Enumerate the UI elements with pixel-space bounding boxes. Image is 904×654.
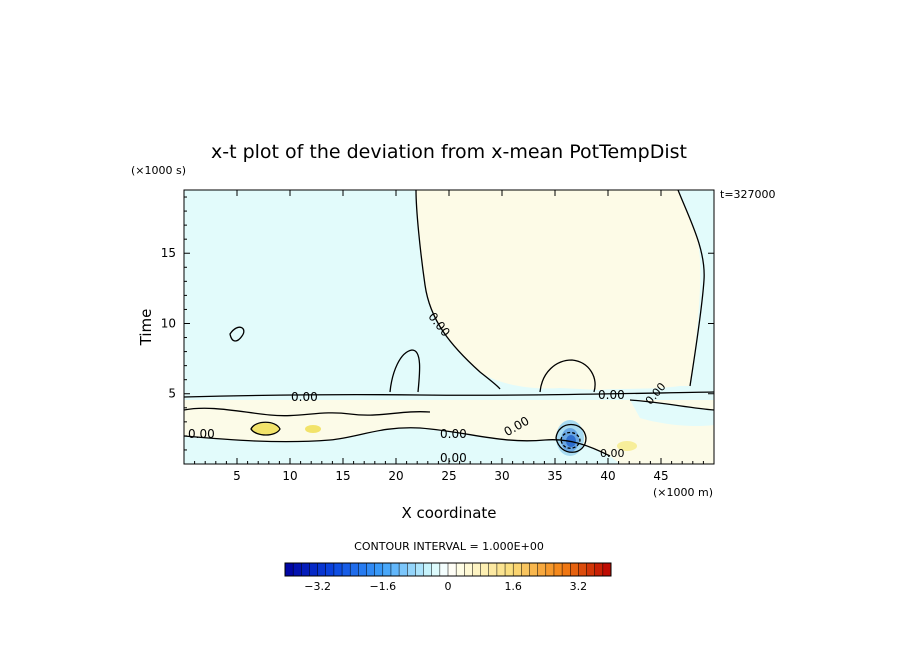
x-tick-label: 25 (441, 469, 456, 483)
x-axis: 5 10 15 20 25 30 35 40 45 (194, 190, 704, 483)
contour-closed-1 (229, 326, 245, 342)
x-tick-label: 5 (233, 469, 241, 483)
colorbar-swatch (431, 563, 441, 576)
contour-label: 0.00 (600, 447, 625, 460)
colorbar-swatch (358, 563, 367, 576)
contour-label: 0.00 (291, 390, 318, 404)
positive-region (416, 190, 705, 390)
colorbar-swatch (553, 563, 563, 576)
colorbar-swatch (464, 563, 473, 576)
contour-label: 0.00 (188, 427, 215, 441)
y-tick-label: 10 (161, 316, 176, 330)
plot-area: 0.00 0.00 0.00 0.00 0.00 0.00 0.00 0.00 … (184, 190, 714, 465)
contour-zero-main (415, 190, 501, 390)
x-tick-label: 45 (653, 469, 668, 483)
colorbar-swatch (496, 563, 506, 576)
contour-closed-3 (539, 359, 596, 393)
contour-low-3 (629, 399, 714, 411)
x-tick-label: 35 (547, 469, 562, 483)
contour-warm-1 (250, 421, 281, 436)
y-tick-label: 15 (161, 246, 176, 260)
contour-cold-2 (560, 431, 581, 449)
colorbar-swatch (545, 563, 555, 576)
colorbar-swatch (562, 563, 571, 576)
contour-label: 0.00 (598, 388, 625, 402)
colorbar-swatch (505, 563, 514, 576)
colorbar-swatch (423, 563, 433, 576)
y-units-label: (×1000 s) (131, 164, 186, 177)
contour-closed-2 (389, 349, 421, 393)
colorbar-swatch (407, 563, 416, 576)
chart-title: x-t plot of the deviation from x-mean Po… (211, 141, 687, 163)
colorbar-swatch (333, 563, 343, 576)
colorbar-swatch (537, 563, 547, 576)
contour-label: 0.00 (440, 427, 467, 441)
colorbar-tick-label: 0 (445, 580, 452, 593)
colorbar-swatch (472, 563, 482, 576)
contour-zero-right (677, 190, 705, 387)
contour-low-2 (184, 407, 431, 417)
colorbar-swatch (415, 563, 425, 576)
x-tick-label: 20 (388, 469, 403, 483)
colorbar-ticks: −3.2 −1.6 0 1.6 3.2 (304, 580, 587, 593)
colorbar-swatch (309, 563, 319, 576)
colorbar-swatch (439, 563, 449, 576)
colorbar-swatch (390, 563, 400, 576)
colorbar-swatch (399, 563, 408, 576)
negative-band (184, 427, 620, 464)
colorbar-swatch (293, 563, 302, 576)
colorbar-swatch (366, 563, 376, 576)
colorbar-swatch (602, 563, 612, 576)
colorbar-swatch (285, 563, 294, 576)
y-axis-label: Time (137, 309, 155, 347)
x-units-label: (×1000 m) (653, 486, 713, 499)
colorbar-swatch (480, 563, 490, 576)
x-tick-label: 30 (494, 469, 509, 483)
colorbar-swatch (488, 563, 498, 576)
colorbar-frame (284, 562, 612, 577)
colorbar-swatch (374, 563, 384, 576)
colorbar-tick-label: 3.2 (570, 580, 588, 593)
warm-cell-1 (251, 423, 279, 435)
y-tick-label: 5 (168, 387, 176, 401)
colorbar-swatch (570, 563, 579, 576)
negative-plume (630, 400, 714, 427)
colorbar-tick-label: 1.6 (504, 580, 522, 593)
x-tick-label: 15 (335, 469, 350, 483)
x-axis-label: X coordinate (401, 504, 496, 522)
colorbar-tick-label: −1.6 (369, 580, 396, 593)
contour-zero-band (184, 391, 714, 398)
colorbar-swatch (350, 563, 359, 576)
contour-lines (184, 190, 714, 457)
colorbar-swatch (578, 563, 588, 576)
time-stamp: t=327000 (720, 188, 776, 201)
colorbar-swatch (342, 563, 351, 576)
warm-cell-3 (617, 441, 637, 451)
colorbar-swatch (586, 563, 596, 576)
y-axis: 5 10 15 (161, 196, 714, 451)
colorbar-swatch (529, 563, 539, 576)
colorbar-swatch (382, 563, 392, 576)
colorbar-swatch (448, 563, 457, 576)
warm-cell-2 (305, 425, 321, 433)
colorbar-swatch (301, 563, 310, 576)
x-tick-label: 40 (600, 469, 615, 483)
colorbar (284, 563, 612, 576)
contour-interval-note: CONTOUR INTERVAL = 1.000E+00 (354, 540, 544, 553)
colorbar-swatch (594, 563, 604, 576)
contour-label: 0.00 (440, 451, 467, 465)
colorbar-swatch (456, 563, 465, 576)
contour-cold-1 (555, 423, 587, 453)
x-tick-label: 10 (282, 469, 297, 483)
colorbar-tick-label: −3.2 (304, 580, 331, 593)
colorbar-swatch (521, 563, 530, 576)
colorbar-swatch (317, 563, 327, 576)
colorbar-swatch (325, 563, 335, 576)
colorbar-swatch (513, 563, 522, 576)
